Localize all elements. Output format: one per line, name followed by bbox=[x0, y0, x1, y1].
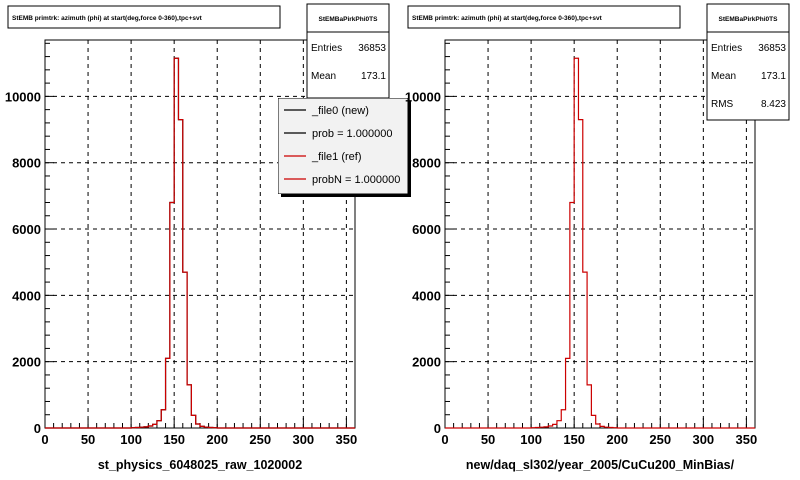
legend: _file0 (new) prob = 1.000000 _file1 (ref) p… bbox=[278, 98, 408, 194]
y-tick-label: 8000 bbox=[12, 156, 41, 171]
x-tick-label: 300 bbox=[692, 432, 714, 447]
title-box bbox=[407, 5, 681, 29]
histogram-bin bbox=[153, 424, 157, 428]
chart-title: StEMB primtrk: azimuth (phi) at start(de… bbox=[412, 15, 603, 22]
y-tick-label: 10000 bbox=[405, 89, 441, 104]
y-tick-label: 8000 bbox=[412, 156, 441, 171]
y-tick-label: 0 bbox=[34, 421, 41, 436]
histogram-bin bbox=[540, 427, 544, 428]
y-tick-label: 4000 bbox=[12, 288, 41, 303]
y-tick-label: 0 bbox=[434, 421, 441, 436]
stats-value: 36853 bbox=[758, 43, 786, 54]
histogram-bin bbox=[583, 272, 587, 428]
legend-entry: _file1 (ref) bbox=[311, 151, 362, 163]
histogram-bin bbox=[600, 426, 604, 428]
histogram-bin bbox=[157, 421, 161, 428]
histogram-bin bbox=[183, 272, 187, 428]
histogram-bin bbox=[557, 421, 561, 428]
stats-label: Entries bbox=[711, 43, 742, 54]
histogram-bin bbox=[196, 424, 200, 428]
stats-box bbox=[706, 3, 790, 121]
stats-box bbox=[306, 3, 390, 99]
x-tick-label: 0 bbox=[441, 432, 448, 447]
histogram-bin bbox=[148, 426, 152, 428]
histogram-bin bbox=[548, 426, 552, 428]
x-tick-label: 350 bbox=[336, 432, 358, 447]
histogram-bin bbox=[591, 415, 595, 428]
stats-value: 173.1 bbox=[361, 71, 386, 82]
x-tick-label: 50 bbox=[81, 432, 95, 447]
histogram-bin bbox=[170, 202, 174, 428]
y-tick-label: 6000 bbox=[12, 222, 41, 237]
legend-entry: probN = 1.000000 bbox=[312, 174, 400, 186]
histogram-bin bbox=[166, 358, 170, 428]
stats-value: 173.1 bbox=[761, 71, 786, 82]
stats-label: Mean bbox=[711, 71, 736, 82]
y-tick-label: 2000 bbox=[12, 355, 41, 370]
chart-panel-2: 0 50 100 150 200 250 300 350 0 2000 4000 6000 8000 10… bbox=[405, 3, 790, 472]
x-tick-label: 250 bbox=[649, 432, 671, 447]
histogram-bin bbox=[596, 424, 600, 428]
histogram-bin bbox=[144, 427, 148, 428]
legend-entry: _file0 (new) bbox=[311, 105, 369, 117]
histogram-bin bbox=[200, 426, 204, 428]
legend-entry: prob = 1.000000 bbox=[312, 128, 392, 140]
histogram-bin bbox=[578, 120, 582, 428]
histogram-series-2 bbox=[45, 57, 355, 429]
histogram-bin bbox=[187, 385, 191, 428]
x-tick-label: 300 bbox=[292, 432, 314, 447]
x-tick-label: 0 bbox=[41, 432, 48, 447]
histogram-bin bbox=[574, 58, 578, 428]
histogram-bin bbox=[544, 427, 548, 428]
histogram-bin bbox=[566, 358, 570, 428]
x-tick-label: 100 bbox=[520, 432, 542, 447]
histogram-bin bbox=[604, 427, 608, 428]
histogram-bin bbox=[174, 58, 178, 428]
x-tick-label: 200 bbox=[206, 432, 228, 447]
stats-label: Mean bbox=[311, 71, 336, 82]
y-tick-label: 4000 bbox=[412, 288, 441, 303]
title-box bbox=[7, 5, 281, 29]
x-axis-label: new/daq_sl302/year_2005/CuCu200_MinBias/ bbox=[466, 458, 735, 472]
y-tick-label: 10000 bbox=[5, 89, 41, 104]
x-axis-label: st_physics_6048025_raw_1020002 bbox=[98, 458, 302, 472]
stats-name: StEMBaPirkPhi0TS bbox=[719, 16, 779, 23]
histogram-bin bbox=[191, 415, 195, 428]
x-tick-label: 200 bbox=[606, 432, 628, 447]
stats-value: 36853 bbox=[358, 43, 386, 54]
y-tick-label: 6000 bbox=[412, 222, 441, 237]
x-tick-label: 350 bbox=[736, 432, 758, 447]
x-tick-label: 250 bbox=[249, 432, 271, 447]
histogram-bin bbox=[561, 410, 565, 428]
histogram-bin bbox=[587, 385, 591, 428]
x-tick-label: 100 bbox=[120, 432, 142, 447]
histogram-bin bbox=[204, 427, 208, 428]
histogram-bin bbox=[553, 424, 557, 428]
x-tick-label: 150 bbox=[563, 432, 585, 447]
stats-label: Entries bbox=[311, 43, 342, 54]
histogram-bin bbox=[178, 120, 182, 428]
stats-value: 8.423 bbox=[761, 99, 786, 110]
legend-box bbox=[278, 98, 408, 194]
histogram-bin bbox=[140, 427, 144, 428]
chart-panel-1: 0 50 100 150 200 250 300 350 0 2000 4000 6000 8000 10… bbox=[5, 3, 411, 472]
chart-title: StEMB primtrk: azimuth (phi) at start(de… bbox=[12, 15, 203, 22]
stats-label: RMS bbox=[711, 99, 734, 110]
histogram-series-1 bbox=[445, 57, 755, 429]
stats-name: StEMBaPirkPhi0TS bbox=[319, 16, 379, 23]
y-tick-label: 2000 bbox=[412, 355, 441, 370]
histogram-bin bbox=[570, 202, 574, 428]
histogram-bin bbox=[161, 410, 165, 428]
x-tick-label: 150 bbox=[163, 432, 185, 447]
x-tick-label: 50 bbox=[481, 432, 495, 447]
